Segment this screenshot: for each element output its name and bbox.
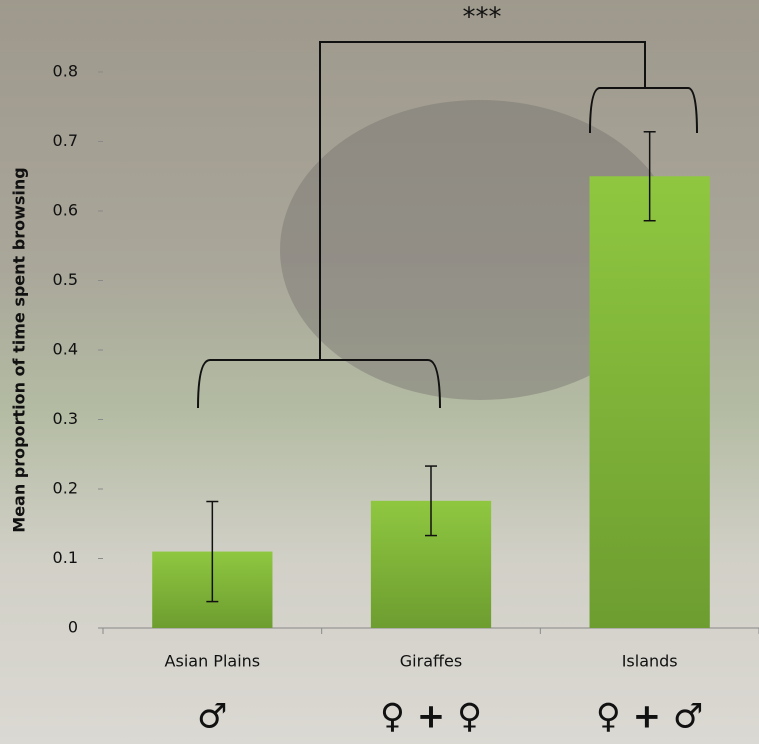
x-tick-label: Giraffes: [400, 652, 462, 671]
y-axis-label: Mean proportion of time spent browsing: [10, 167, 29, 532]
significance-brackets: [197, 41, 698, 409]
y-tick-label: 0.3: [53, 409, 78, 428]
error-bar: [643, 131, 656, 222]
group-symbol: ♂: [197, 697, 227, 737]
y-tick-label: 0.1: [53, 548, 78, 567]
background-photo-shape: [280, 100, 680, 400]
error-bar: [206, 500, 219, 603]
group-symbol: ♀ + ♀: [380, 697, 482, 737]
bracket-right: [589, 87, 698, 134]
bar: [589, 176, 710, 628]
y-tick-label: 0.7: [53, 131, 78, 150]
y-tick-label: 0.8: [53, 62, 78, 81]
x-tick-label: Asian Plains: [165, 652, 261, 671]
significance-label: ***: [463, 3, 502, 33]
y-tick-label: 0: [68, 618, 78, 637]
y-tick-label: 0.5: [53, 270, 78, 289]
group-symbol: ♀ + ♂: [596, 697, 704, 737]
x-tick-label: Islands: [622, 652, 678, 671]
y-tick-label: 0.6: [53, 201, 78, 220]
bracket-link: [319, 41, 646, 360]
y-tick-label: 0.2: [53, 479, 78, 498]
y-tick-label: 0.4: [53, 340, 78, 359]
error-bar: [425, 465, 437, 537]
